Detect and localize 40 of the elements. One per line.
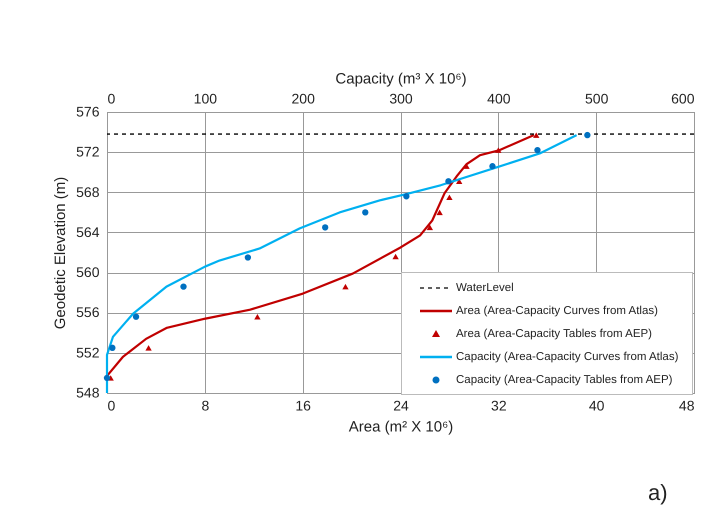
y-tick-label: 568 xyxy=(76,184,100,200)
x-tick-label: 8 xyxy=(201,398,210,414)
legend-label: WaterLevel xyxy=(456,282,514,294)
point xyxy=(254,314,261,320)
point xyxy=(436,210,443,216)
text: a) xyxy=(648,480,668,506)
x2-tick-label: 100 xyxy=(194,90,218,106)
legend-label: Capacity (Area-Capacity Curves from Atlas) xyxy=(456,350,678,362)
legend-label: Capacity (Area-Capacity Tables from AEP) xyxy=(456,374,672,386)
x2-tick-label: 500 xyxy=(584,90,609,106)
x2-tick-label: 300 xyxy=(389,90,413,106)
y-tick-label: 556 xyxy=(76,304,100,320)
x-tick-label: 48 xyxy=(678,398,695,414)
legend-label: Area (Area-Capacity Curves from Atlas) xyxy=(456,304,658,316)
point xyxy=(342,284,349,290)
point xyxy=(392,254,399,260)
y-tick-label: 572 xyxy=(76,144,100,160)
x-tick-label: 16 xyxy=(295,398,312,414)
y-tick-label: 548 xyxy=(76,384,100,400)
y-tick-label: 564 xyxy=(76,224,100,240)
x2-tick-label: 400 xyxy=(487,90,511,106)
x2-tick-label: 600 xyxy=(671,90,695,106)
x2-tick-label: 200 xyxy=(291,90,316,106)
y-tick-label: 576 xyxy=(76,104,100,120)
point xyxy=(446,194,453,200)
legend-label: Area (Area-Capacity Tables from AEP) xyxy=(456,328,652,340)
y-tick-label: 560 xyxy=(76,264,100,280)
point xyxy=(426,224,434,230)
x-axis-title: Area (m² X 10⁶) xyxy=(348,418,454,436)
point xyxy=(495,147,502,153)
x-tick-label: 24 xyxy=(393,398,409,414)
x-tick-label: 40 xyxy=(588,398,605,414)
y-tick-label: 552 xyxy=(76,344,100,360)
point xyxy=(145,345,152,351)
x2-tick-label: 0 xyxy=(108,90,116,106)
x2-axis-title: Capacity (m³ X 10⁶) xyxy=(335,70,467,88)
x-tick-label: 32 xyxy=(491,398,507,414)
y-axis-title: Geodetic Elevation (m) xyxy=(52,176,70,330)
x-tick-label: 0 xyxy=(108,398,116,414)
point xyxy=(533,132,540,138)
